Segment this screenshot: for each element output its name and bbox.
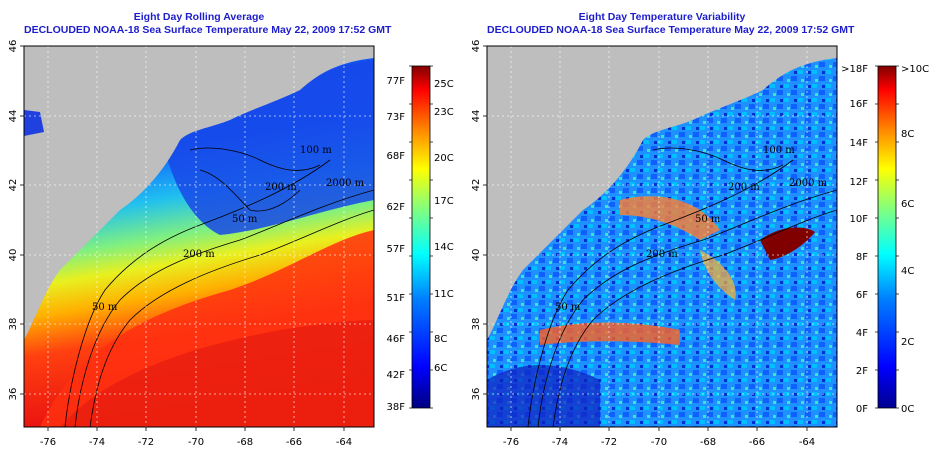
right-cb-f-label: 8F xyxy=(856,252,868,263)
left-contour-label: 100 m xyxy=(300,145,332,156)
right-contour-label: 50 m xyxy=(555,302,581,313)
lon-tick-label: -66 xyxy=(749,437,765,448)
right-cb-c-label: 6C xyxy=(901,199,914,210)
left-cb-f-label: 51F xyxy=(387,293,406,304)
left-cb-c-label: 17C xyxy=(434,196,454,207)
lat-tick-label: 36 xyxy=(8,388,19,401)
right-cb-c-label: >10C xyxy=(901,64,929,75)
lat-tick-label: 42 xyxy=(471,179,482,192)
lon-tick-label: -68 xyxy=(237,437,253,448)
left-cb-c-label: 23C xyxy=(434,107,454,118)
right-colorbar xyxy=(877,65,897,409)
lat-tick-label: 38 xyxy=(471,318,482,331)
left-cb-f-label: 38F xyxy=(387,402,406,413)
left-title-2: DECLOUDED NOAA-18 Sea Surface Temperatur… xyxy=(24,24,392,36)
left-cb-f-label: 42F xyxy=(387,370,406,381)
left-cb-f-label: 62F xyxy=(387,202,406,213)
right-hot-spot xyxy=(760,227,815,260)
right-title-1: Eight Day Temperature Variability xyxy=(578,11,746,23)
left-cb-f-label: 57F xyxy=(387,244,406,255)
lat-tick-label: 40 xyxy=(8,249,19,262)
axes: 46 44 42 40 38 36 -76 -74 -72 -70 -68 -66 -64 46 44 42 4… xyxy=(8,40,815,448)
right-contour-label: 50 m xyxy=(695,214,721,225)
left-land xyxy=(24,46,374,340)
right-cb-f-label: 0F xyxy=(856,404,868,415)
lon-tick-label: -64 xyxy=(799,437,815,448)
left-cb-c-label: 6C xyxy=(434,363,447,374)
lat-tick-label: 46 xyxy=(8,40,19,53)
left-contour-label: 200 m xyxy=(183,249,215,260)
left-contour-label: 200 m xyxy=(265,182,297,193)
lat-tick-label: 44 xyxy=(8,110,19,123)
lat-tick-label: 44 xyxy=(471,110,482,123)
right-contour-label: 2000 m xyxy=(789,178,828,189)
left-contour-200m xyxy=(74,189,374,427)
lat-tick-label: 40 xyxy=(471,249,482,262)
left-contour-label: 2000 m xyxy=(326,178,365,189)
right-cb-f-label: 16F xyxy=(850,99,869,110)
right-cb-c-label: 4C xyxy=(901,266,914,277)
left-title-1: Eight Day Rolling Average xyxy=(133,11,265,23)
right-contour-label: 200 m xyxy=(728,182,760,193)
lon-tick-label: -68 xyxy=(700,437,716,448)
left-cb-c-label: 20C xyxy=(434,153,454,164)
left-colorbar xyxy=(411,65,431,409)
left-cb-c-label: 14C xyxy=(434,242,454,253)
left-cb-c-label: 11C xyxy=(434,289,454,300)
right-cb-c-label: 8C xyxy=(901,129,914,140)
right-cb-c-label: 0C xyxy=(901,404,914,415)
lat-tick-label: 46 xyxy=(471,40,482,53)
right-cb-f-label: 2F xyxy=(856,366,868,377)
right-cb-f-label: 12F xyxy=(850,177,869,188)
lon-tick-label: -72 xyxy=(601,437,617,448)
lon-tick-label: -66 xyxy=(286,437,302,448)
lat-tick-label: 38 xyxy=(8,318,19,331)
right-cb-c-label: 2C xyxy=(901,337,914,348)
lon-tick-label: -64 xyxy=(336,437,352,448)
lat-tick-label: 36 xyxy=(471,388,482,401)
left-contour-label: 50 m xyxy=(92,302,118,313)
lon-tick-label: -70 xyxy=(188,437,204,448)
right-map xyxy=(487,46,837,427)
right-title-2: DECLOUDED NOAA-18 Sea Surface Temperatur… xyxy=(487,24,855,36)
right-cb-f-label: 10F xyxy=(850,214,869,225)
left-map xyxy=(24,46,374,427)
right-land xyxy=(487,46,837,340)
lon-tick-label: -74 xyxy=(552,437,568,448)
right-cb-f-label: 4F xyxy=(856,328,868,339)
left-cb-f-label: 73F xyxy=(387,112,406,123)
lon-tick-label: -72 xyxy=(138,437,154,448)
lon-tick-label: -70 xyxy=(651,437,667,448)
right-contour-label: 200 m xyxy=(646,249,678,260)
colorbar-labels: 77F 73F 68F 62F 57F 51F 46F 42F 38F 25C 23C 20C 17C 1… xyxy=(387,64,930,415)
right-contour-label: 100 m xyxy=(763,145,795,156)
lon-tick-label: -74 xyxy=(89,437,105,448)
right-cb-f-label: 6F xyxy=(856,290,868,301)
left-cb-f-label: 77F xyxy=(387,76,406,87)
left-cb-f-label: 46F xyxy=(387,334,406,345)
left-cb-c-label: 25C xyxy=(434,79,454,90)
lon-tick-label: -76 xyxy=(503,437,519,448)
right-cb-f-label: >18F xyxy=(841,64,868,75)
lon-tick-label: -76 xyxy=(40,437,56,448)
left-cb-f-label: 68F xyxy=(387,151,406,162)
right-cb-f-label: 14F xyxy=(850,138,869,149)
left-contour-label: 50 m xyxy=(232,214,258,225)
lat-tick-label: 42 xyxy=(8,179,19,192)
left-cb-c-label: 8C xyxy=(434,334,447,345)
